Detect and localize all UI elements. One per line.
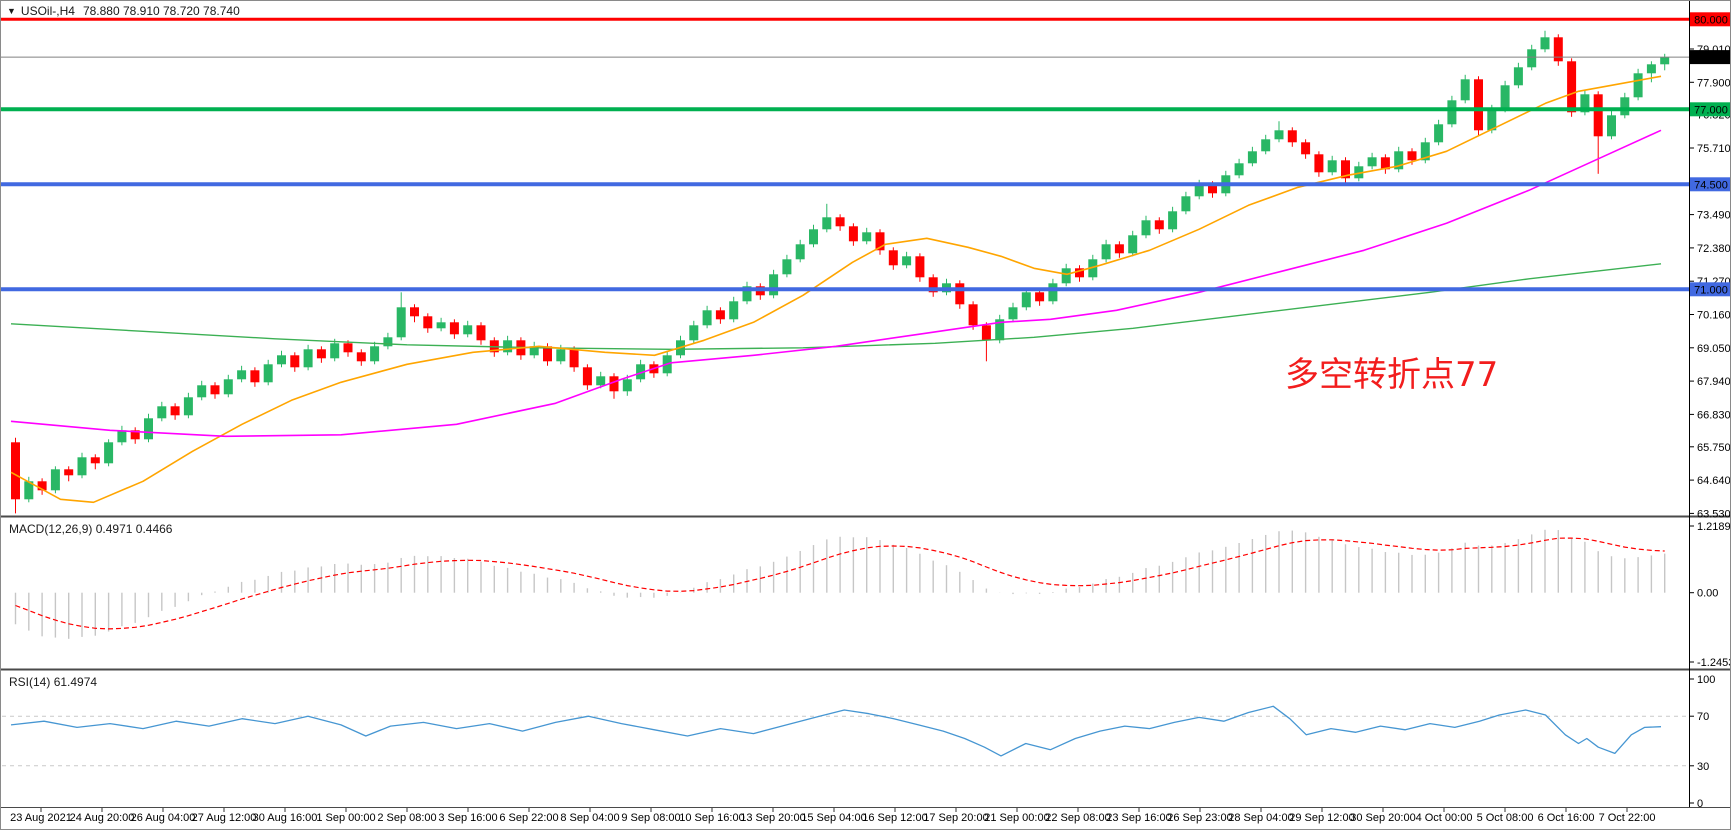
rsi-value: 61.4974	[53, 675, 98, 689]
svg-text:70: 70	[1697, 711, 1709, 723]
dropdown-arrow-icon[interactable]: ▼	[7, 6, 16, 16]
ma-mid-line	[10, 129, 1662, 438]
svg-text:74.500: 74.500	[1694, 179, 1728, 191]
svg-text:67.940: 67.940	[1697, 376, 1731, 388]
svg-text:23 Aug 2021: 23 Aug 2021	[10, 812, 72, 824]
svg-text:66.830: 66.830	[1697, 409, 1731, 421]
macd-name: MACD(12,26,9)	[9, 522, 93, 536]
svg-text:5 Oct 08:00: 5 Oct 08:00	[1477, 812, 1534, 824]
svg-text:64.640: 64.640	[1697, 475, 1731, 487]
svg-text:100: 100	[1697, 674, 1715, 686]
macd-main-value: 0.4971	[95, 522, 133, 536]
rsi-line	[10, 705, 1662, 757]
svg-text:21 Sep 00:00: 21 Sep 00:00	[984, 812, 1049, 824]
svg-text:22 Sep 08:00: 22 Sep 08:00	[1045, 812, 1110, 824]
svg-text:24 Aug 20:00: 24 Aug 20:00	[70, 812, 135, 824]
svg-text:16 Sep 12:00: 16 Sep 12:00	[862, 812, 927, 824]
rsi-panel-label: RSI(14) 61.4974	[9, 675, 97, 689]
svg-text:13 Sep 20:00: 13 Sep 20:00	[740, 812, 805, 824]
svg-text:-1.2453: -1.2453	[1697, 657, 1731, 669]
symbol-header[interactable]: ▼ USOil-,H4 78.880 78.910 78.720 78.740	[7, 4, 240, 18]
svg-text:10 Sep 16:00: 10 Sep 16:00	[679, 812, 744, 824]
svg-text:9 Sep 08:00: 9 Sep 08:00	[621, 812, 680, 824]
svg-text:73.490: 73.490	[1697, 210, 1731, 222]
svg-text:3 Sep 16:00: 3 Sep 16:00	[438, 812, 497, 824]
time-axis[interactable]	[1, 806, 1730, 829]
svg-text:77.000: 77.000	[1694, 104, 1728, 116]
rsi-name: RSI(14)	[9, 675, 51, 689]
macd-signal-line	[15, 537, 1665, 630]
macd-signal-value: 0.4466	[135, 522, 173, 536]
rsi-axis-labels: 100 70 30 0	[1689, 674, 1715, 810]
macd-panel-label: MACD(12,26,9) 0.4971 0.4466	[9, 522, 172, 536]
macd-axis-labels: 1.2189 0.00 -1.2453	[1689, 521, 1731, 669]
svg-text:65.750: 65.750	[1697, 442, 1731, 454]
svg-text:30: 30	[1697, 761, 1709, 773]
svg-text:29 Sep 12:00: 29 Sep 12:00	[1289, 812, 1354, 824]
svg-text:63.530: 63.530	[1697, 508, 1731, 520]
svg-text:8 Sep 04:00: 8 Sep 04:00	[560, 812, 619, 824]
svg-text:6 Oct 16:00: 6 Oct 16:00	[1538, 812, 1595, 824]
panel-separators	[1, 1, 1730, 808]
svg-text:71.000: 71.000	[1694, 284, 1728, 296]
svg-text:0.00: 0.00	[1697, 588, 1718, 600]
svg-text:23 Sep 16:00: 23 Sep 16:00	[1106, 812, 1171, 824]
svg-text:30 Sep 20:00: 30 Sep 20:00	[1350, 812, 1415, 824]
svg-text:80.000: 80.000	[1694, 14, 1728, 26]
symbol-period-label: USOil-,H4	[20, 4, 75, 18]
svg-text:78.740: 78.740	[1694, 52, 1728, 64]
price-badges: 80.000 78.740 77.000 74.500 71.000	[1690, 12, 1730, 297]
svg-text:26 Sep 23:00: 26 Sep 23:00	[1167, 812, 1232, 824]
svg-text:1 Sep 00:00: 1 Sep 00:00	[316, 812, 375, 824]
price-axis[interactable]	[1687, 1, 1730, 808]
svg-text:30 Aug 16:00: 30 Aug 16:00	[253, 812, 318, 824]
svg-text:75.710: 75.710	[1697, 143, 1731, 155]
svg-text:17 Sep 20:00: 17 Sep 20:00	[923, 812, 988, 824]
ma-slow-line	[10, 263, 1662, 350]
horizontal-levels	[1, 17, 1689, 292]
svg-text:6 Sep 22:00: 6 Sep 22:00	[499, 812, 558, 824]
macd-histogram	[14, 529, 1666, 639]
svg-text:2 Sep 08:00: 2 Sep 08:00	[377, 812, 436, 824]
svg-text:0: 0	[1697, 798, 1703, 810]
ohlc-readout: 78.880 78.910 78.720 78.740	[82, 4, 240, 18]
ma-fast-line	[10, 75, 1662, 504]
svg-text:15 Sep 04:00: 15 Sep 04:00	[801, 812, 866, 824]
svg-text:1.2189: 1.2189	[1697, 521, 1731, 533]
trend-annotation: 多空转折点77	[1285, 355, 1499, 395]
svg-text:70.160: 70.160	[1697, 310, 1731, 322]
svg-text:77.900: 77.900	[1697, 77, 1731, 89]
svg-text:28 Sep 04:00: 28 Sep 04:00	[1228, 812, 1293, 824]
svg-text:26 Aug 04:00: 26 Aug 04:00	[131, 812, 196, 824]
svg-text:7 Oct 22:00: 7 Oct 22:00	[1599, 812, 1656, 824]
rsi-levels	[2, 715, 1688, 767]
svg-text:72.380: 72.380	[1697, 243, 1731, 255]
svg-text:4 Oct 00:00: 4 Oct 00:00	[1416, 812, 1473, 824]
svg-text:27 Aug 12:00: 27 Aug 12:00	[192, 812, 257, 824]
svg-text:69.050: 69.050	[1697, 343, 1731, 355]
candles-group	[11, 30, 1670, 514]
